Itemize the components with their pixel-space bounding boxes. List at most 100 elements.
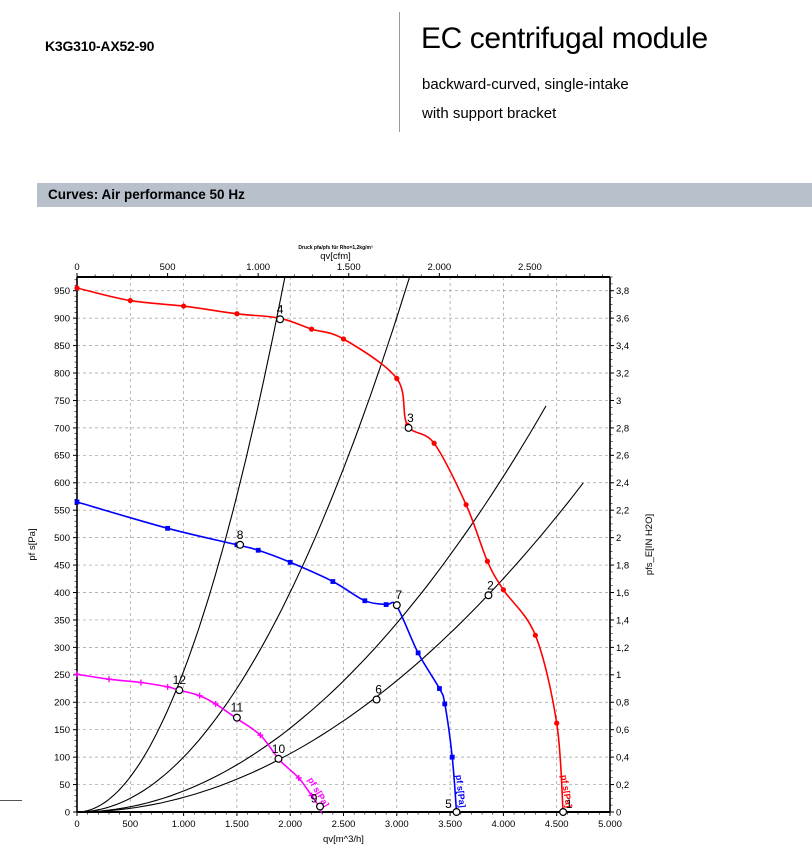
data-marker <box>330 579 336 584</box>
operating-point-marker-11[interactable] <box>232 713 241 722</box>
tick-label-x-top: 2.500 <box>518 262 542 273</box>
data-marker <box>340 336 347 342</box>
operating-point-marker-4[interactable] <box>276 315 285 324</box>
tick-label-y-left: 400 <box>54 588 70 599</box>
operating-point-label-1: 1 <box>566 797 573 811</box>
operating-point-label-10: 10 <box>272 742 286 756</box>
data-marker <box>287 559 293 565</box>
tick-label-y-right: 1 <box>616 670 621 681</box>
section-banner: Curves: Air performance 50 Hz <box>37 183 812 207</box>
tick-label-x-top: 2.000 <box>427 262 451 273</box>
data-marker <box>415 650 421 656</box>
tick-label-x-bottom: 2.000 <box>278 819 302 830</box>
tick-label-x-bottom: 4.000 <box>492 819 516 830</box>
tick-label-x-bottom: 5.000 <box>598 819 622 830</box>
header-divider <box>399 12 400 132</box>
operating-point-marker-5[interactable] <box>452 807 461 816</box>
data-marker <box>212 700 219 707</box>
data-marker <box>532 632 538 638</box>
tick-label-y-right: 1,2 <box>616 643 629 654</box>
product-subtitle-1: backward-curved, single-intake <box>422 76 629 93</box>
model-number: K3G310-AX52-90 <box>45 38 155 54</box>
curve-end-label: pf s[Pa] <box>454 774 468 808</box>
data-marker <box>165 525 171 531</box>
tick-label-y-right: 3,2 <box>616 368 629 379</box>
data-marker <box>308 792 315 799</box>
tick-label-y-left: 800 <box>54 368 70 379</box>
tick-label-x-bottom: 2.500 <box>332 819 356 830</box>
tick-label-x-top: 1.500 <box>337 262 361 273</box>
data-marker <box>164 683 171 690</box>
axis-title-x-top: qv[cfm] <box>320 251 351 262</box>
operating-point-marker-2[interactable] <box>484 591 493 600</box>
operating-point-marker-8[interactable] <box>236 540 245 549</box>
tick-label-y-left: 900 <box>54 314 70 325</box>
data-marker <box>362 598 368 604</box>
data-marker <box>442 701 448 707</box>
tick-label-y-left: 300 <box>54 643 70 654</box>
operating-point-marker-3[interactable] <box>404 423 413 432</box>
tick-label-y-right: 0 <box>616 807 621 818</box>
data-marker <box>137 679 144 686</box>
tick-label-y-left: 0 <box>65 807 70 818</box>
tick-label-x-top: 500 <box>160 262 176 273</box>
operating-point-marker-12[interactable] <box>175 686 184 695</box>
tick-label-y-left: 950 <box>54 286 70 297</box>
operating-point-label-2: 2 <box>487 578 494 592</box>
tick-label-x-bottom: 500 <box>122 819 138 830</box>
operating-point-label-6: 6 <box>375 683 382 697</box>
data-marker <box>431 440 437 446</box>
data-marker <box>255 547 261 553</box>
operating-point-label-12: 12 <box>173 673 187 687</box>
tick-label-y-left: 750 <box>54 396 70 407</box>
tick-label-x-bottom: 1.000 <box>172 819 196 830</box>
operating-point-marker-6[interactable] <box>372 695 381 704</box>
tick-label-y-right: 3,4 <box>616 341 629 352</box>
tick-label-x-top: 0 <box>74 262 79 273</box>
tick-label-y-right: 2,2 <box>616 506 629 517</box>
data-marker <box>484 558 491 564</box>
operating-point-label-5: 5 <box>445 797 452 811</box>
data-marker <box>74 285 80 291</box>
data-marker <box>394 375 400 382</box>
tick-label-y-left: 650 <box>54 451 70 462</box>
left-margin-rule <box>0 800 22 801</box>
data-marker <box>308 326 315 332</box>
axis-title-x-bottom: qv[m^3/h] <box>323 834 364 845</box>
data-marker <box>74 671 80 678</box>
data-marker <box>500 587 506 593</box>
operating-point-label-4: 4 <box>277 302 284 316</box>
tick-label-y-left: 450 <box>54 560 70 571</box>
tick-label-y-right: 3 <box>616 396 621 407</box>
tick-label-y-left: 100 <box>54 753 70 764</box>
tick-label-y-right: 0,6 <box>616 725 629 736</box>
operating-point-label-8: 8 <box>237 528 244 542</box>
operating-point-label-9: 9 <box>311 792 318 806</box>
data-marker <box>383 602 389 607</box>
operating-point-marker-9[interactable] <box>316 802 325 811</box>
tick-label-x-bottom: 0 <box>74 819 79 830</box>
tick-label-y-left: 600 <box>54 478 70 489</box>
data-marker <box>181 303 187 309</box>
operating-point-marker-1[interactable] <box>559 807 568 816</box>
tick-label-y-right: 0,8 <box>616 698 629 709</box>
operating-point-marker-7[interactable] <box>392 601 401 610</box>
operating-point-label-11: 11 <box>231 701 244 715</box>
tick-label-y-left: 550 <box>54 506 70 517</box>
tick-label-y-right: 1,6 <box>616 588 629 599</box>
tick-label-y-right: 0,4 <box>616 753 629 764</box>
tick-label-y-right: 1,8 <box>616 560 629 571</box>
operating-point-marker-10[interactable] <box>274 754 283 763</box>
tick-label-y-right: 3,6 <box>616 314 629 325</box>
tick-label-x-top: 1.000 <box>246 262 270 273</box>
tick-label-y-right: 3,8 <box>616 286 629 297</box>
data-marker <box>74 499 80 505</box>
tick-label-y-right: 1,4 <box>616 615 629 626</box>
section-banner-label: Curves: Air performance 50 Hz <box>48 187 245 202</box>
data-marker <box>554 720 560 726</box>
data-marker <box>449 754 455 760</box>
tick-label-x-bottom: 3.500 <box>438 819 462 830</box>
tick-label-y-left: 200 <box>54 698 70 709</box>
tick-label-y-left: 250 <box>54 670 70 681</box>
tick-label-y-left: 700 <box>54 423 70 434</box>
